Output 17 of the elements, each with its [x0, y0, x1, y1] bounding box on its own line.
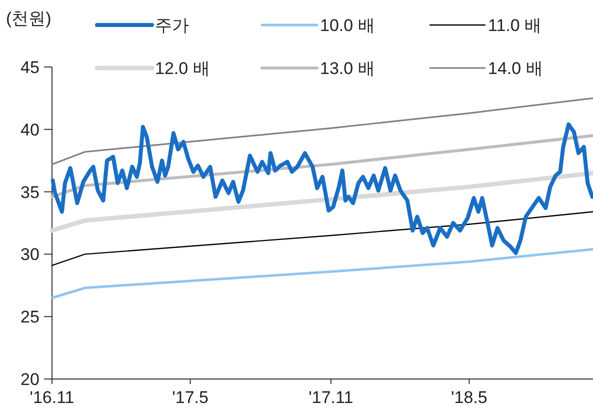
y-axis-title: (천원) — [6, 9, 52, 28]
y-tick-label: 35 — [20, 182, 40, 202]
legend-label: 10.0 배 — [320, 16, 375, 35]
y-tick-label: 45 — [20, 58, 40, 77]
y-tick-label: 20 — [20, 370, 40, 389]
y-tick-label: 40 — [20, 120, 40, 140]
legend-label: 13.0 배 — [320, 59, 375, 78]
x-tick-label: '17.5 — [172, 388, 208, 407]
x-tick-label: '16.11 — [30, 388, 74, 407]
x-tick-label: '17.11 — [308, 388, 354, 407]
legend-label: 12.0 배 — [155, 59, 210, 78]
y-tick-label: 30 — [20, 245, 40, 264]
y-tick-label: 25 — [20, 308, 40, 327]
legend-label: 주가 — [155, 16, 189, 35]
legend-label: 14.0 배 — [488, 59, 543, 78]
x-tick-label: '18.5 — [451, 388, 488, 407]
legend-label: 11.0 배 — [488, 16, 542, 35]
